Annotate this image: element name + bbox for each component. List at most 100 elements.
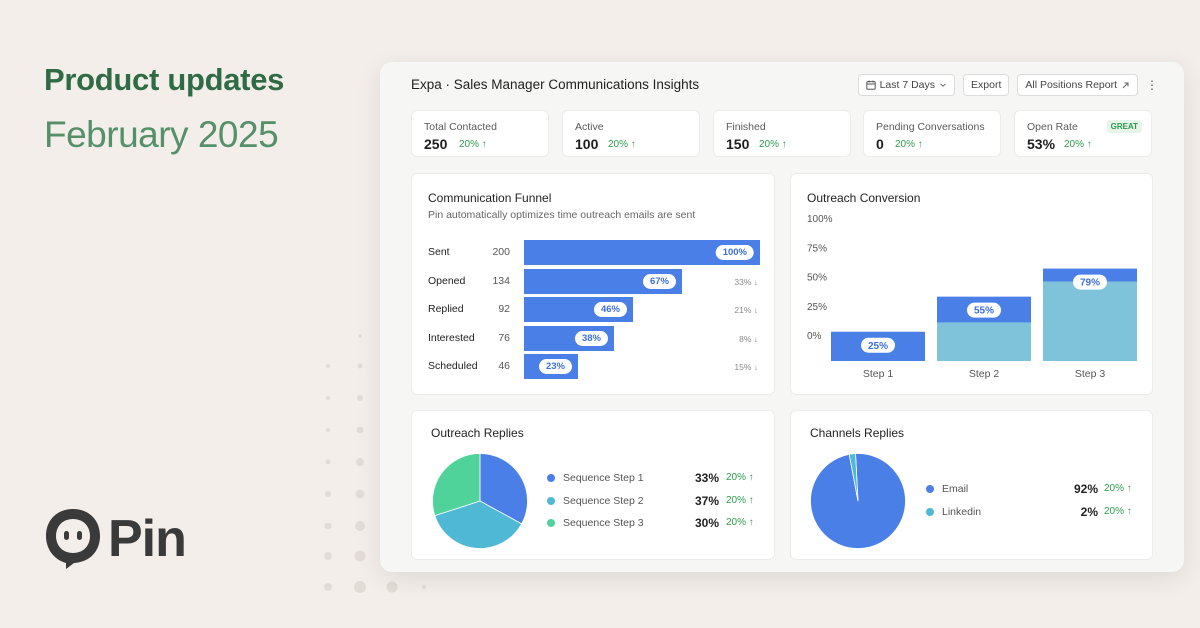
legend-label: Linkedin xyxy=(942,505,982,518)
legend-change: 20% ↑ xyxy=(1104,483,1132,494)
stat-change: 20% ↑ xyxy=(608,139,636,150)
dashboard-panel: Expa · Sales Manager Communications Insi… xyxy=(380,62,1184,572)
y-tick-label: 0% xyxy=(807,331,822,342)
pin-logo-icon xyxy=(46,509,100,569)
stat-card-total-contacted: Total Contacted 250 20% ↑ xyxy=(411,110,549,157)
funnel-percent: 38% xyxy=(574,330,608,346)
funnel-percent: 23% xyxy=(538,359,572,374)
y-tick-label: 75% xyxy=(807,243,827,254)
status-badge: GREAT xyxy=(1106,120,1142,133)
legend-item: Linkedin 2% 20% ↑ xyxy=(791,504,1152,520)
legend-change: 20% ↑ xyxy=(726,472,754,483)
legend-label: Email xyxy=(942,483,969,495)
stat-value: 53% xyxy=(1027,136,1056,152)
funnel-label: Opened xyxy=(428,274,466,287)
more-vertical-icon[interactable]: ⋮ xyxy=(1146,78,1158,92)
communication-funnel-card: Communication Funnel Pin automatically o… xyxy=(411,173,775,395)
funnel-row: Scheduled 46 23% 15% ↓ xyxy=(412,354,774,379)
stat-label: Finished xyxy=(726,121,766,133)
legend-percent: 37% xyxy=(694,493,719,508)
legend-change: 20% ↑ xyxy=(726,494,754,506)
subline-date: February 2025 xyxy=(44,114,279,155)
data-label-pill xyxy=(861,337,895,353)
funnel-drop: 33% ↓ xyxy=(734,276,758,287)
data-label: 79% xyxy=(1080,278,1100,289)
pie-slice xyxy=(848,453,859,502)
funnel-drop: 15% ↓ xyxy=(734,362,758,372)
export-button[interactable]: Export xyxy=(963,74,1010,96)
data-label: 55% xyxy=(974,306,994,317)
legend-dot xyxy=(926,485,934,493)
legend-change: 20% ↑ xyxy=(1104,505,1132,517)
legend-dot xyxy=(547,496,555,505)
card-title: Channels Replies xyxy=(810,426,905,440)
funnel-label: Replied xyxy=(428,303,464,315)
funnel-percent: 46% xyxy=(593,302,627,317)
toolbar: Last 7 Days Export All Positions Report … xyxy=(857,74,1158,96)
legend-item: Sequence Step 1 33% 20% ↑ xyxy=(412,470,774,486)
outreach-conversion-chart: 100% 75% 50% 25% 0% 25% Step 1 55% Step 2 79% Step… xyxy=(807,214,1137,380)
stat-card-finished: Finished 150 20% ↑ xyxy=(713,110,851,157)
legend-dot xyxy=(926,507,934,516)
funnel-count: 92 xyxy=(498,303,510,315)
funnel-drop: 21% ↓ xyxy=(734,305,758,315)
external-link-icon xyxy=(1122,82,1129,88)
y-tick-label: 25% xyxy=(807,302,827,313)
stat-label: Open Rate xyxy=(1027,121,1078,133)
card-title: Communication Funnel xyxy=(428,191,552,205)
card-subtitle: Pin automatically optimizes time outreac… xyxy=(428,209,696,221)
brand-wordmark: Pin xyxy=(108,510,187,568)
legend-label: Sequence Step 3 xyxy=(563,517,644,529)
stat-change: 20% ↑ xyxy=(1064,139,1092,150)
pie-slice xyxy=(432,453,481,517)
data-label-pill xyxy=(967,302,1001,318)
stat-value: 250 xyxy=(424,136,448,152)
legend-dot xyxy=(547,474,555,482)
legend-item: Email 92% 20% ↑ xyxy=(791,481,1152,497)
stat-change: 20% ↑ xyxy=(759,139,787,150)
stat-value: 150 xyxy=(726,136,750,152)
conversion-bar-segment xyxy=(937,322,1031,361)
card-title: Outreach Replies xyxy=(431,426,524,440)
stat-change: 20% ↑ xyxy=(895,139,923,150)
funnel-row: Interested 76 38% 8% ↓ xyxy=(412,325,774,351)
legend-dot xyxy=(547,519,555,527)
funnel-count: 134 xyxy=(492,274,510,287)
funnel-count: 200 xyxy=(492,246,510,258)
stat-label: Active xyxy=(575,121,604,133)
funnel-count: 46 xyxy=(498,360,510,372)
outreach-replies-card: Outreach Replies Sequence Step 1 33% 20% ↑… xyxy=(411,410,775,560)
y-tick-label: 50% xyxy=(807,273,827,284)
legend-percent: 92% xyxy=(1073,482,1098,496)
legend-percent: 30% xyxy=(694,516,719,530)
legend-label: Sequence Step 2 xyxy=(563,494,644,507)
data-label: 25% xyxy=(868,341,888,352)
x-tick-label: Step 1 xyxy=(863,368,894,380)
funnel-label: Sent xyxy=(428,246,450,258)
funnel-row: Opened 134 67% 33% ↓ xyxy=(412,268,774,294)
data-label-pill xyxy=(1073,274,1107,290)
legend-item: Sequence Step 2 37% 20% ↑ xyxy=(412,493,774,509)
outreach-replies-pie xyxy=(432,453,528,549)
legend-change: 20% ↑ xyxy=(726,517,754,528)
headline: Product updates xyxy=(44,62,285,97)
outreach-conversion-card: Outreach Conversion 100% 75% 50% 25% 0% 25% St… xyxy=(790,173,1153,395)
export-label: Export xyxy=(971,79,1002,91)
funnel-count: 76 xyxy=(498,331,510,344)
legend-label: Sequence Step 1 xyxy=(563,472,644,484)
stat-card-open-rate: Open Rate GREAT 53% 20% ↑ xyxy=(1014,110,1152,157)
x-tick-label: Step 3 xyxy=(1075,368,1106,380)
x-tick-label: Step 2 xyxy=(969,368,1000,380)
conversion-bar-segment xyxy=(1043,281,1137,361)
all-positions-report-button[interactable]: All Positions Report xyxy=(1017,74,1138,96)
funnel-percent: 100% xyxy=(715,245,754,260)
stat-label: Total Contacted xyxy=(424,121,497,133)
pie-slice xyxy=(434,500,523,549)
report-label: All Positions Report xyxy=(1025,79,1117,91)
funnel-label: Interested xyxy=(428,331,475,344)
date-range-button[interactable]: Last 7 Days xyxy=(857,74,956,96)
dashboard-title: Expa · Sales Manager Communications Insi… xyxy=(411,77,700,92)
stat-value: 100 xyxy=(575,136,599,152)
brand-logo: Pin xyxy=(44,506,187,572)
legend-percent: 2% xyxy=(1080,504,1098,519)
